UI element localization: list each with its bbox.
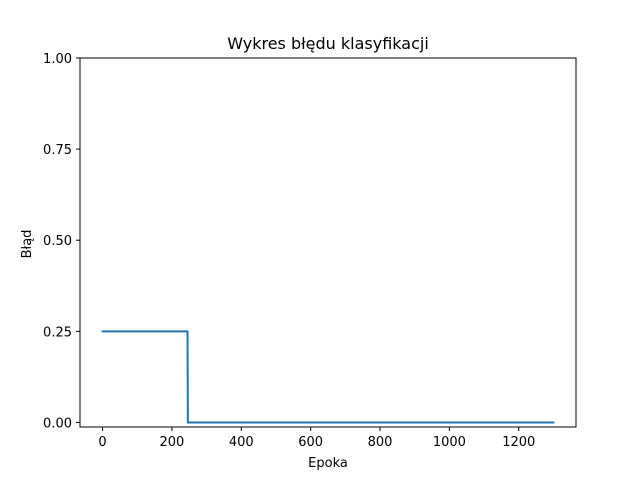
plot-series-group [101, 330, 555, 424]
x-tick-label: 400 [229, 435, 254, 450]
y-tick-label: 1.00 [43, 52, 72, 67]
y-tick-group: 0.00 0.25 0.50 0.75 1.00 [43, 52, 80, 431]
chart-title: Wykres błędu klasyfikacji [227, 34, 429, 53]
x-tick-label: 1000 [433, 435, 466, 450]
x-axis-label: Epoka [308, 456, 348, 471]
y-tick-label: 0.75 [43, 143, 72, 158]
y-tick-label: 0.25 [43, 325, 72, 340]
plot-frame [79, 57, 577, 428]
x-tick-label: 1200 [502, 435, 535, 450]
y-axis-label: Błąd [20, 230, 35, 259]
x-tick-label: 600 [298, 435, 323, 450]
series-line [101, 330, 555, 424]
x-tick-label: 800 [368, 435, 393, 450]
x-tick-group: 0 200 400 600 800 1000 1200 [98, 427, 535, 450]
x-tick-label: 0 [98, 435, 106, 450]
y-tick-label: 0.00 [43, 416, 72, 431]
x-tick-label: 200 [160, 435, 185, 450]
y-tick-label: 0.50 [43, 234, 72, 249]
